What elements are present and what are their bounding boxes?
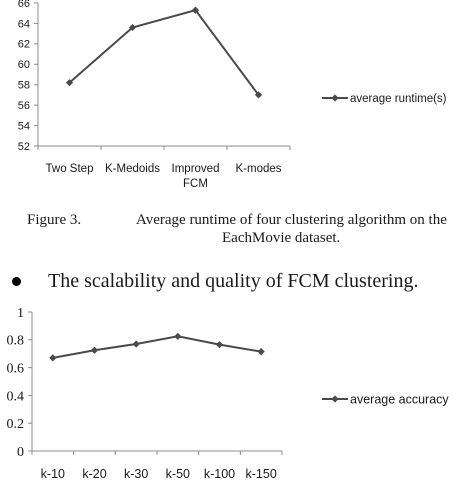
accuracy-y-tick-label: 0.6	[7, 362, 25, 377]
runtime-data-point	[254, 91, 263, 99]
bullet-icon	[12, 277, 21, 286]
runtime-y-tick-label: 64	[18, 18, 30, 30]
accuracy-x-tick-label: k-150	[246, 467, 277, 480]
accuracy-legend-label: average accuracy	[350, 392, 449, 406]
runtime-data-point	[65, 79, 74, 87]
runtime-x-tick-label: K-modes	[235, 163, 281, 175]
figure-caption-label: Figure 3.	[27, 212, 82, 228]
runtime-series-line	[68, 9, 260, 96]
accuracy-y-tick-label: 0	[17, 445, 24, 460]
figure-caption-line2: EachMovie dataset.	[222, 230, 341, 246]
runtime-legend-marker-icon	[331, 94, 339, 102]
runtime-x-tick-label: Improved	[172, 163, 220, 175]
runtime-x-tick-label: Two Step	[46, 163, 94, 175]
accuracy-data-point	[132, 340, 140, 348]
accuracy-y-tick-label: 0.2	[7, 417, 25, 432]
runtime-y-tick-label: 66	[18, 0, 30, 10]
runtime-x-tick-label: K-Medoids	[105, 163, 160, 175]
accuracy-x-tick-label: k-100	[204, 467, 235, 480]
runtime-y-tick-label: 56	[18, 100, 30, 112]
accuracy-x-tick-label: k-30	[124, 467, 148, 480]
runtime-y-tick-label: 60	[18, 59, 30, 71]
runtime-legend-label: average runtime(s)	[350, 93, 447, 105]
accuracy-data-point	[257, 348, 265, 356]
runtime-chart: 52 54 56 58 60 62 64 66 Two Step K-Medoids Improve…	[18, 0, 447, 190]
accuracy-x-tick-label: k-50	[166, 467, 190, 480]
bullet-heading: The scalability and quality of FCM clust…	[48, 270, 419, 292]
accuracy-data-point	[174, 332, 182, 340]
runtime-y-tick-label: 52	[18, 141, 30, 153]
accuracy-x-tick-label: k-10	[41, 467, 65, 480]
accuracy-y-tick-label: 0.4	[7, 389, 25, 404]
figure-caption-line1: Average runtime of four clustering algor…	[136, 212, 447, 228]
accuracy-series-line	[52, 335, 262, 359]
runtime-data-point	[128, 23, 137, 32]
runtime-y-tick-label: 54	[18, 120, 30, 132]
accuracy-chart: 0 0.2 0.4 0.6 0.8 1 k-10 k-20 k-30 k-50 k-100 k-150…	[7, 306, 450, 480]
accuracy-y-tick-label: 0.8	[7, 334, 25, 349]
accuracy-data-point	[215, 341, 224, 349]
runtime-y-tick-label: 58	[18, 80, 30, 92]
accuracy-x-tick-label: k-20	[82, 467, 106, 480]
runtime-data-point	[191, 6, 200, 14]
accuracy-legend-marker-icon	[331, 395, 339, 403]
runtime-x-tick-label: FCM	[183, 178, 208, 190]
runtime-y-tick-label: 62	[18, 39, 30, 51]
accuracy-data-point	[49, 354, 57, 362]
accuracy-y-tick-label: 1	[17, 306, 24, 321]
accuracy-data-point	[90, 346, 99, 354]
